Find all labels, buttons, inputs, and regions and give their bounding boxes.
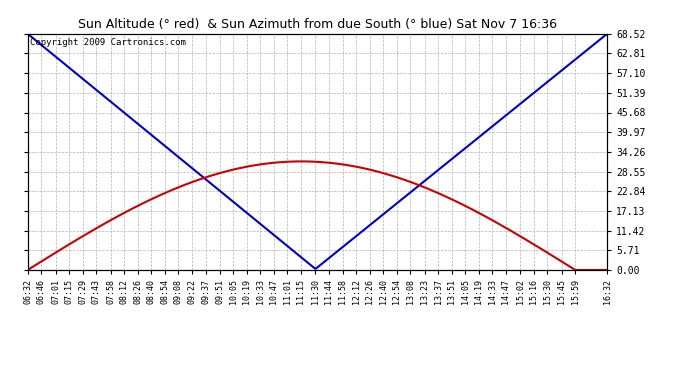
Title: Sun Altitude (° red)  & Sun Azimuth from due South (° blue) Sat Nov 7 16:36: Sun Altitude (° red) & Sun Azimuth from …: [78, 18, 557, 31]
Text: Copyright 2009 Cartronics.com: Copyright 2009 Cartronics.com: [30, 39, 186, 48]
